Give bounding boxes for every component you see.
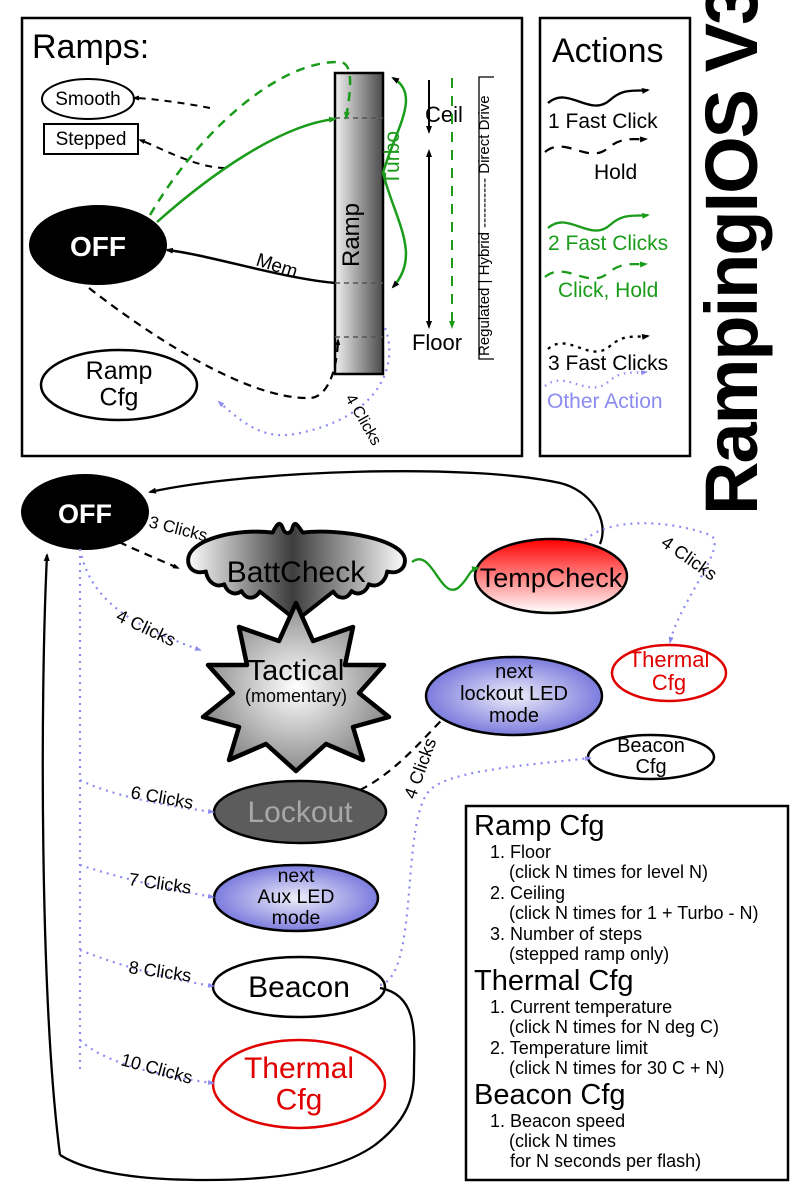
svg-text:(click N times for N deg C): (click N times for N deg C) [509,1017,719,1037]
svg-text:Ramps:: Ramps: [32,28,149,66]
svg-text:BattCheck: BattCheck [227,556,366,589]
svg-text:Cfg: Cfg [652,670,686,695]
svg-text:Ramp: Ramp [86,357,153,385]
svg-text:2. Ceiling: 2. Ceiling [490,883,565,903]
svg-text:Other Action: Other Action [547,390,663,413]
svg-text:OFF: OFF [58,499,112,529]
svg-text:Click, Hold: Click, Hold [558,279,658,302]
svg-text:lockout LED: lockout LED [460,683,568,705]
svg-text:(stepped ramp only): (stepped ramp only) [509,944,669,964]
svg-text:for N seconds per flash): for N seconds per flash) [510,1151,701,1171]
svg-text:Ramp: Ramp [338,203,365,267]
svg-text:Hold: Hold [594,161,637,184]
svg-text:Thermal: Thermal [629,647,710,672]
svg-text:mode: mode [489,705,539,727]
svg-text:Thermal Cfg: Thermal Cfg [474,965,634,997]
svg-text:Aux LED: Aux LED [258,886,335,908]
svg-text:OFF: OFF [70,231,126,262]
svg-text:(momentary): (momentary) [245,686,347,706]
svg-text:7 Clicks: 7 Clicks [127,869,192,898]
svg-text:Beacon Cfg: Beacon Cfg [474,1079,626,1111]
svg-text:(click N times for level N): (click N times for level N) [509,862,708,882]
svg-text:mode: mode [272,907,321,929]
svg-text:Thermal: Thermal [244,1052,354,1085]
svg-text:Floor: Floor [412,330,462,355]
svg-text:6 Clicks: 6 Clicks [129,782,195,813]
svg-text:next: next [278,865,315,887]
svg-text:Cfg: Cfg [100,383,139,411]
svg-text:3 Fast Clicks: 3 Fast Clicks [548,352,668,375]
svg-text:Regulated | Hybrid ----------: Regulated | Hybrid ---------- Direct Dri… [476,95,493,356]
svg-text:RampingIOS V3: RampingIOS V3 [690,0,773,515]
svg-text:Cfg: Cfg [635,756,666,778]
svg-text:1 Fast Click: 1 Fast Click [548,110,658,133]
svg-text:1. Beacon speed: 1. Beacon speed [490,1111,625,1131]
svg-text:3. Number of steps: 3. Number of steps [490,924,642,944]
svg-text:Smooth: Smooth [55,89,120,110]
svg-text:Lockout: Lockout [247,796,353,829]
svg-text:4 Clicks: 4 Clicks [113,605,179,650]
svg-text:Ceil: Ceil [425,102,463,127]
svg-text:2 Fast Clicks: 2 Fast Clicks [548,232,668,255]
svg-text:8 Clicks: 8 Clicks [127,957,192,986]
svg-text:Beacon: Beacon [617,735,685,757]
svg-text:Turbo: Turbo [381,131,404,185]
svg-text:TempCheck: TempCheck [480,563,623,593]
svg-text:Tactical: Tactical [248,655,345,687]
svg-text:1. Current temperature: 1. Current temperature [490,997,672,1017]
svg-text:4 Clicks: 4 Clicks [400,735,440,801]
svg-text:2. Temperature limit: 2. Temperature limit [490,1038,648,1058]
svg-text:Actions: Actions [552,32,664,70]
svg-text:1. Floor: 1. Floor [490,842,551,862]
svg-text:Stepped: Stepped [56,129,127,150]
svg-text:Cfg: Cfg [276,1084,323,1117]
svg-text:Ramp Cfg: Ramp Cfg [474,810,605,842]
svg-text:10 Clicks: 10 Clicks [119,1050,195,1088]
svg-text:Beacon: Beacon [248,971,350,1004]
svg-text:(click N times: (click N times [509,1131,616,1151]
svg-text:3 Clicks: 3 Clicks [147,512,209,545]
svg-text:next: next [495,661,533,683]
svg-text:(click N times for 1 + Turbo -: (click N times for 1 + Turbo - N) [509,903,759,923]
svg-text:(click N times for 30 C + N): (click N times for 30 C + N) [509,1058,725,1078]
